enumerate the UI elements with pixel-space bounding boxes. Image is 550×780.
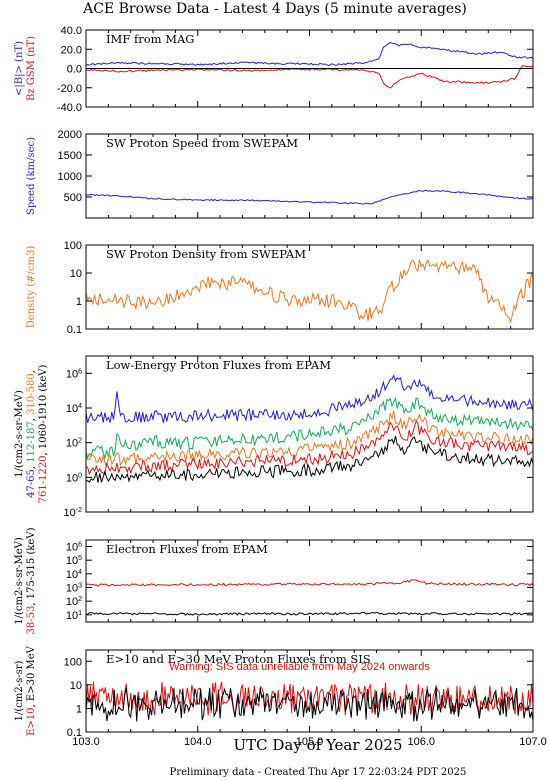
panel-title: SW Proton Density from SWEPAM [106, 247, 306, 261]
y-tick-label: -20.0 [57, 83, 82, 95]
y-tick-label: 2000 [58, 129, 82, 141]
y-tick-label: 102 [66, 596, 82, 608]
panel-2: SW Proton Speed from SWEPAM 2000 1500 1000 5… [26, 129, 534, 219]
y-axis-label: 47-65, 112-187, 310-580, [26, 370, 37, 498]
series-group [86, 259, 533, 324]
series-line-E>30 [86, 687, 533, 722]
series-line-red-trace [86, 65, 533, 89]
y-axis-label: Bz GSM (nT) [26, 36, 37, 101]
y-tick-label: 105 [66, 555, 82, 567]
series-line-blue-trace [86, 42, 533, 67]
panels-group: IMF from MAG 40.0 20.0 0.0 -20.0 -40.0 <|B|> (… [14, 25, 547, 748]
y-tick-label: 20.0 [61, 44, 82, 56]
y-tick-label: 10 [70, 680, 82, 692]
y-tick-label: 101 [66, 610, 82, 622]
y-tick-label: 100 [64, 240, 82, 252]
panel-title: E>10 and E>30 MeV Proton Fluxes from SIS [106, 652, 371, 666]
y-axis-label: Speed (km/sec) [26, 137, 37, 215]
panel-1: IMF from MAG 40.0 20.0 0.0 -20.0 -40.0 <|B|> (… [14, 25, 534, 114]
panel-title: IMF from MAG [106, 32, 194, 46]
y-tick-label: 0.0 [67, 64, 82, 76]
panel-title: Low-Energy Proton Fluxes from EPAM [106, 358, 331, 372]
y-axis-label: 1/(cm2-s-sr-MeV) [14, 537, 25, 625]
series-line-112-187 [86, 396, 533, 460]
x-tick-label: 106.0 [407, 736, 435, 748]
series-group [86, 189, 533, 205]
y-tick-label: 0.1 [67, 324, 82, 336]
panel-3: SW Proton Density from SWEPAM 100 10 1 0.1 De… [26, 240, 534, 336]
series-line-blue-trace [86, 189, 533, 205]
series-line-310-580 [86, 410, 533, 467]
series-group [86, 42, 533, 89]
y-tick-label: 10-2 [64, 507, 83, 519]
y-axis-label: 1/(cm2-s-sr-MeV) [14, 390, 25, 478]
y-axis-label: Density (#/cm3) [26, 246, 37, 329]
y-tick-label: 1500 [58, 150, 82, 162]
series-line-761-1220 [86, 420, 533, 476]
y-axis-label: E>10, E>30 MeV [26, 645, 37, 736]
x-tick-label: 107.0 [519, 736, 547, 748]
series-line-1060-1910 [86, 435, 533, 483]
y-tick-label: 40.0 [61, 25, 82, 37]
y-tick-label: 100 [64, 656, 82, 668]
x-axis-label: UTC Day of Year 2025 [234, 736, 403, 754]
y-tick-label: 1000 [58, 171, 82, 183]
y-axis-label: 1/(cm2-s-sr) [14, 661, 25, 722]
x-tick-label: 104.0 [184, 736, 212, 748]
y-tick-label: 1 [76, 703, 82, 715]
figure-title: ACE Browse Data - Latest 4 Days (5 minut… [82, 1, 467, 17]
y-axis-label: 761-1220, 1060-1910 (keV) [38, 365, 49, 504]
y-tick-label: 104 [66, 403, 82, 415]
y-tick-label: 102 [66, 438, 82, 450]
panel-6: E>10 and E>30 MeV Proton Fluxes from SIS… [14, 645, 547, 748]
y-tick-label: 0.1 [67, 727, 82, 739]
footer-note: Preliminary data - Created Thu Apr 17 22… [170, 767, 467, 778]
panel-title: SW Proton Speed from SWEPAM [106, 136, 298, 150]
y-tick-label: 106 [66, 368, 82, 380]
y-tick-label: 10 [70, 268, 82, 280]
series-line-38-53 [86, 579, 533, 587]
y-tick-label: 500 [64, 192, 82, 204]
panel-4: Low-Energy Proton Fluxes from EPAM 106 104… [14, 355, 534, 519]
series-group [86, 579, 533, 616]
x-tick-label: 105.0 [296, 736, 324, 748]
series-group [86, 681, 533, 722]
y-tick-label: 1 [76, 296, 82, 308]
y-tick-label: -40.0 [57, 102, 82, 114]
y-tick-label: 104 [66, 569, 82, 581]
warning-annotation: Warning: SIS data unreliable from May 20… [169, 661, 430, 673]
series-line-47-65 [86, 374, 533, 424]
series-line-175-315 [86, 611, 533, 616]
y-axis-label: <|B|> (nT) [14, 41, 25, 96]
series-line-orange-trace [86, 259, 533, 324]
x-tick-label: 103.0 [72, 736, 100, 748]
y-tick-label: 106 [66, 542, 82, 554]
series-group [86, 374, 533, 483]
y-tick-label: 103 [66, 583, 82, 595]
y-tick-label: 100 [66, 472, 82, 484]
panel-title: Electron Fluxes from EPAM [106, 542, 268, 556]
y-axis-label: 38-53, 175-315 (keV) [26, 527, 37, 634]
